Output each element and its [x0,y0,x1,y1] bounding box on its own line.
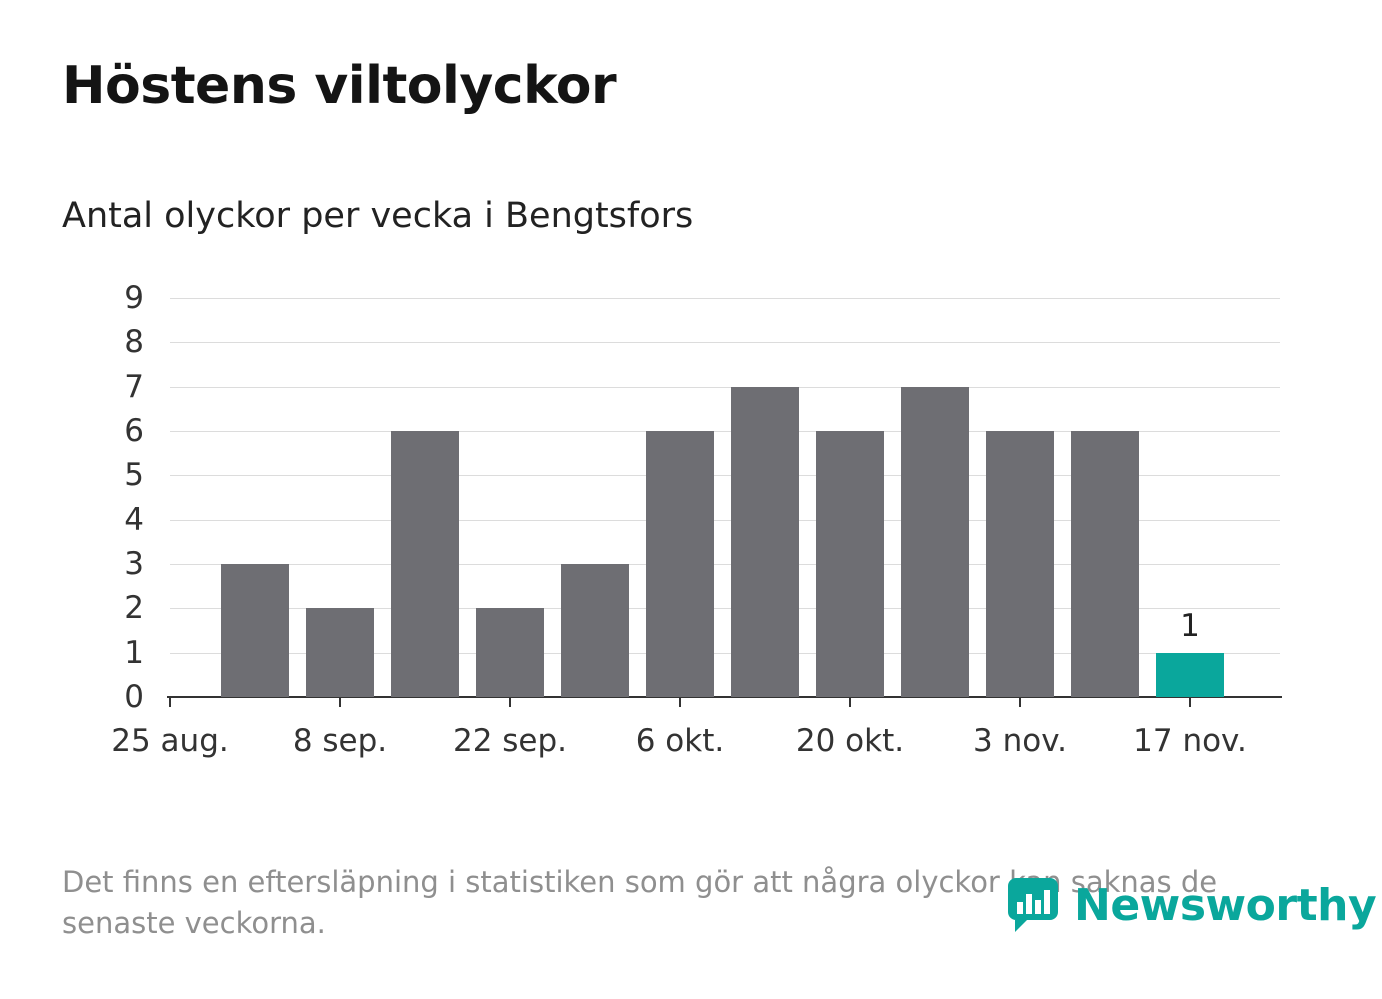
gridline [170,652,1280,654]
y-axis-label: 4 [124,501,144,538]
bar [646,431,714,697]
bar-chart: 0 1 2 3 4 5 6 7 8 9 1 25 aug. 8 sep. 22 sep. 6 okt. 20 … [0,280,1382,780]
x-axis-tick [1019,698,1021,707]
x-axis-tick [339,698,341,707]
x-axis-label: 20 okt. [795,723,905,759]
x-axis-label: 3 nov. [973,723,1067,759]
newsworthy-logo-icon [1008,878,1058,932]
y-axis-label: 0 [124,679,144,715]
x-axis-line [167,696,1282,698]
gridline [170,342,1280,344]
bar [901,386,969,697]
gridline [170,386,1280,388]
gridline [170,564,1280,565]
y-axis-label: 6 [124,413,144,449]
x-axis-tick [1189,698,1191,707]
gridline [170,608,1280,610]
bar [476,608,544,697]
bar [731,386,799,697]
y-axis-label: 5 [124,457,144,494]
y-axis-label: 2 [124,590,144,627]
x-axis-tick [169,698,171,707]
page-title: Höstens viltolyckor [62,56,617,116]
newsworthy-logo: Newsworthy [1006,876,1377,934]
x-axis-label: 8 sep. [292,723,388,759]
bar [1071,431,1139,697]
x-axis-label: 22 sep. [452,723,568,759]
y-axis-label: 3 [124,546,144,582]
gridline [170,475,1280,477]
gridline [170,431,1280,432]
newsworthy-wordmark: Newsworthy [1074,879,1377,931]
bar [1156,652,1224,697]
y-axis-label: 9 [124,280,144,316]
bar [391,431,459,697]
x-axis-label: 17 nov. [1133,723,1247,759]
chart-subtitle: Antal olyckor per vecka i Bengtsfors [62,196,694,236]
gridline [170,298,1280,299]
bar [816,431,884,697]
x-axis-tick [679,698,681,707]
bar-value-label: 1 [1180,607,1200,644]
y-axis-label: 1 [124,634,144,671]
x-axis-label: 25 aug. [111,723,229,759]
bar [221,564,289,697]
x-axis-tick [849,698,851,707]
bar [306,608,374,697]
gridline [170,519,1280,521]
x-axis-label: 6 okt. [635,723,725,759]
bar [986,431,1054,697]
bar [561,564,629,697]
y-axis-label: 7 [124,368,144,405]
y-axis-label: 8 [124,324,144,361]
x-axis-tick [509,698,511,707]
